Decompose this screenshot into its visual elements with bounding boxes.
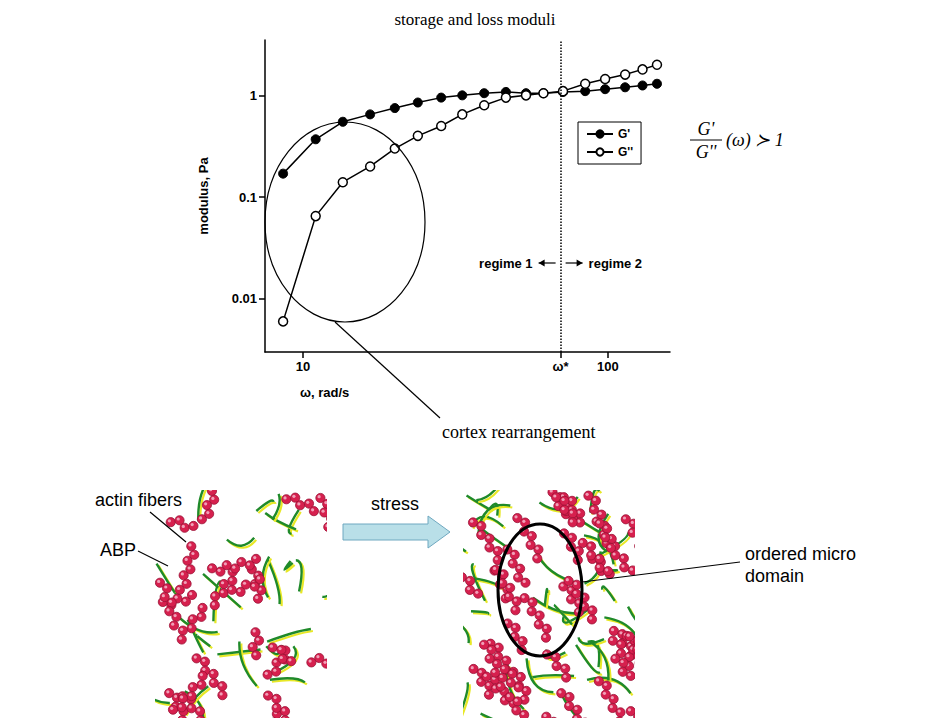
svg-text:stress: stress <box>371 494 419 514</box>
svg-text:100: 100 <box>597 359 619 374</box>
svg-text:ω*: ω* <box>553 359 570 374</box>
svg-text:G'': G'' <box>618 145 633 159</box>
svg-text:0.1: 0.1 <box>239 190 257 205</box>
svg-text:G': G' <box>618 127 630 141</box>
svg-text:ABP: ABP <box>100 540 136 560</box>
svg-text:ω, rad/s: ω, rad/s <box>300 385 349 400</box>
svg-text:ordered micro: ordered micro <box>745 544 856 564</box>
svg-text:G': G' <box>698 119 716 139</box>
svg-text:G'': G'' <box>696 142 718 162</box>
svg-text:regime 1: regime 1 <box>479 256 532 271</box>
svg-text:(ω) ≻ 1: (ω) ≻ 1 <box>726 130 784 151</box>
svg-text:10: 10 <box>296 359 310 374</box>
svg-text:storage and loss moduli: storage and loss moduli <box>394 10 555 29</box>
svg-text:cortex rearrangement: cortex rearrangement <box>442 422 595 442</box>
svg-text:modulus, Pa: modulus, Pa <box>196 157 211 235</box>
svg-text:1: 1 <box>250 88 257 103</box>
svg-text:regime 2: regime 2 <box>589 256 642 271</box>
svg-text:actin fibers: actin fibers <box>95 490 182 510</box>
svg-text:domain: domain <box>745 566 804 586</box>
svg-text:0.01: 0.01 <box>232 291 257 306</box>
